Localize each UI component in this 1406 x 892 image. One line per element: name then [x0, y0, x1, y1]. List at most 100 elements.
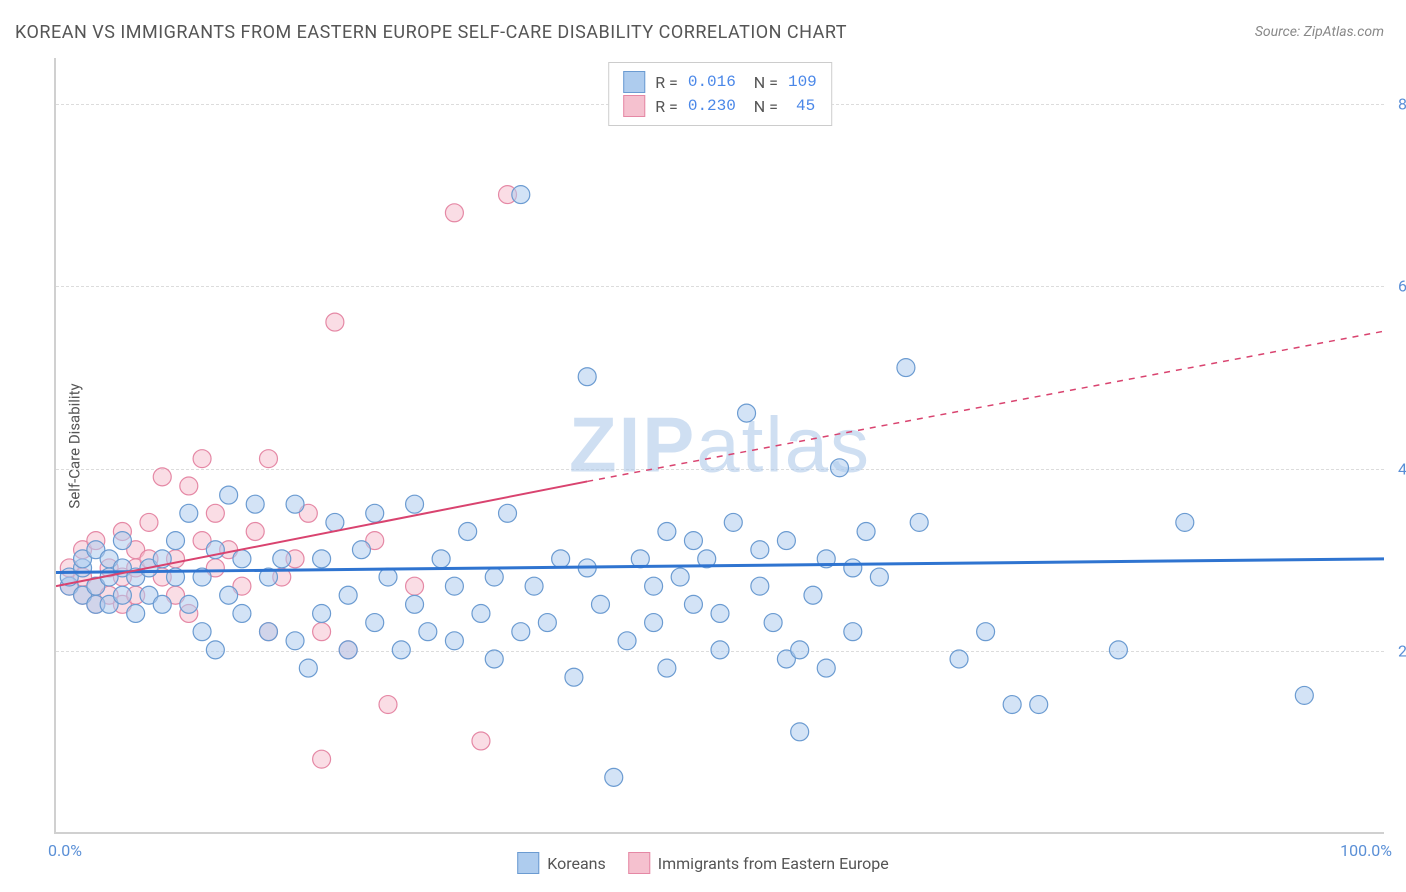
data-point: [591, 595, 609, 613]
data-point: [113, 586, 131, 604]
data-point: [379, 696, 397, 714]
data-point: [658, 523, 676, 541]
data-point: [751, 541, 769, 559]
data-point: [246, 523, 264, 541]
data-point: [259, 623, 277, 641]
data-point: [193, 450, 211, 468]
data-point: [1003, 696, 1021, 714]
data-point: [459, 523, 477, 541]
data-point: [366, 504, 384, 522]
data-point: [127, 604, 145, 622]
data-point: [326, 513, 344, 531]
data-point: [870, 568, 888, 586]
data-point: [485, 568, 503, 586]
data-point: [512, 623, 530, 641]
x-tick-min: 0.0%: [48, 841, 82, 860]
data-point: [286, 495, 304, 513]
data-point: [658, 659, 676, 677]
series-legend: Koreans Immigrants from Eastern Europe: [517, 852, 889, 874]
n-label: N =: [746, 97, 778, 116]
data-point: [538, 614, 556, 632]
y-tick-label: 2.0%: [1388, 642, 1406, 661]
data-point: [366, 614, 384, 632]
data-point: [764, 614, 782, 632]
scatter-svg: [56, 58, 1384, 832]
stats-row-pink: R = 0.230 N = 45: [623, 95, 817, 117]
data-point: [645, 614, 663, 632]
y-tick-label: 8.0%: [1388, 94, 1406, 113]
data-point: [339, 641, 357, 659]
chart-title: KOREAN VS IMMIGRANTS FROM EASTERN EUROPE…: [15, 22, 847, 43]
data-point: [525, 577, 543, 595]
data-point: [857, 523, 875, 541]
data-point: [977, 623, 995, 641]
data-point: [299, 659, 317, 677]
chart-source: Source: ZipAtlas.com: [1255, 24, 1384, 40]
legend-item-koreans: Koreans: [517, 852, 606, 874]
swatch-blue-icon: [623, 71, 645, 93]
data-point: [233, 604, 251, 622]
data-point: [180, 595, 198, 613]
r-label: R =: [655, 97, 678, 116]
data-point: [220, 486, 238, 504]
data-point: [472, 604, 490, 622]
data-point: [153, 468, 171, 486]
data-point: [618, 632, 636, 650]
data-point: [339, 586, 357, 604]
data-point: [499, 504, 517, 522]
data-point: [313, 750, 331, 768]
data-point: [512, 186, 530, 204]
data-point: [259, 450, 277, 468]
y-tick-label: 6.0%: [1388, 277, 1406, 296]
data-point: [445, 577, 463, 595]
data-point: [711, 604, 729, 622]
plot-area: ZIPatlas R = 0.016 N = 109 R = 0.230 N =…: [54, 58, 1384, 834]
swatch-pink-icon: [623, 95, 645, 117]
n-label: N =: [746, 73, 778, 92]
data-point: [671, 568, 689, 586]
data-point: [605, 768, 623, 786]
data-point: [777, 532, 795, 550]
data-point: [1176, 513, 1194, 531]
data-point: [406, 577, 424, 595]
data-point: [565, 668, 583, 686]
data-point: [180, 504, 198, 522]
data-point: [140, 513, 158, 531]
data-point: [552, 550, 570, 568]
r-label: R =: [655, 73, 678, 92]
data-point: [406, 495, 424, 513]
data-point: [817, 659, 835, 677]
data-point: [286, 632, 304, 650]
data-point: [485, 650, 503, 668]
data-point: [578, 368, 596, 386]
data-point: [180, 477, 198, 495]
data-point: [352, 541, 370, 559]
data-point: [379, 568, 397, 586]
data-point: [472, 732, 490, 750]
r-value-pink: 0.230: [688, 97, 736, 115]
data-point: [220, 586, 238, 604]
legend-label-koreans: Koreans: [547, 854, 606, 873]
legend-item-immigrants: Immigrants from Eastern Europe: [628, 852, 889, 874]
data-point: [791, 641, 809, 659]
data-point: [206, 641, 224, 659]
data-point: [313, 623, 331, 641]
swatch-pink-icon: [628, 852, 650, 874]
data-point: [684, 595, 702, 613]
r-value-blue: 0.016: [688, 73, 736, 91]
data-point: [392, 641, 410, 659]
n-value-blue: 109: [788, 73, 817, 91]
data-point: [445, 632, 463, 650]
data-point: [313, 604, 331, 622]
data-point: [791, 723, 809, 741]
data-point: [684, 532, 702, 550]
data-point: [153, 595, 171, 613]
regression-line: [56, 559, 1384, 573]
regression-line-extrapolated: [587, 331, 1384, 481]
data-point: [167, 532, 185, 550]
y-tick-label: 4.0%: [1388, 459, 1406, 478]
data-point: [844, 559, 862, 577]
data-point: [804, 586, 822, 604]
swatch-blue-icon: [517, 852, 539, 874]
legend-label-immigrants: Immigrants from Eastern Europe: [658, 854, 889, 873]
